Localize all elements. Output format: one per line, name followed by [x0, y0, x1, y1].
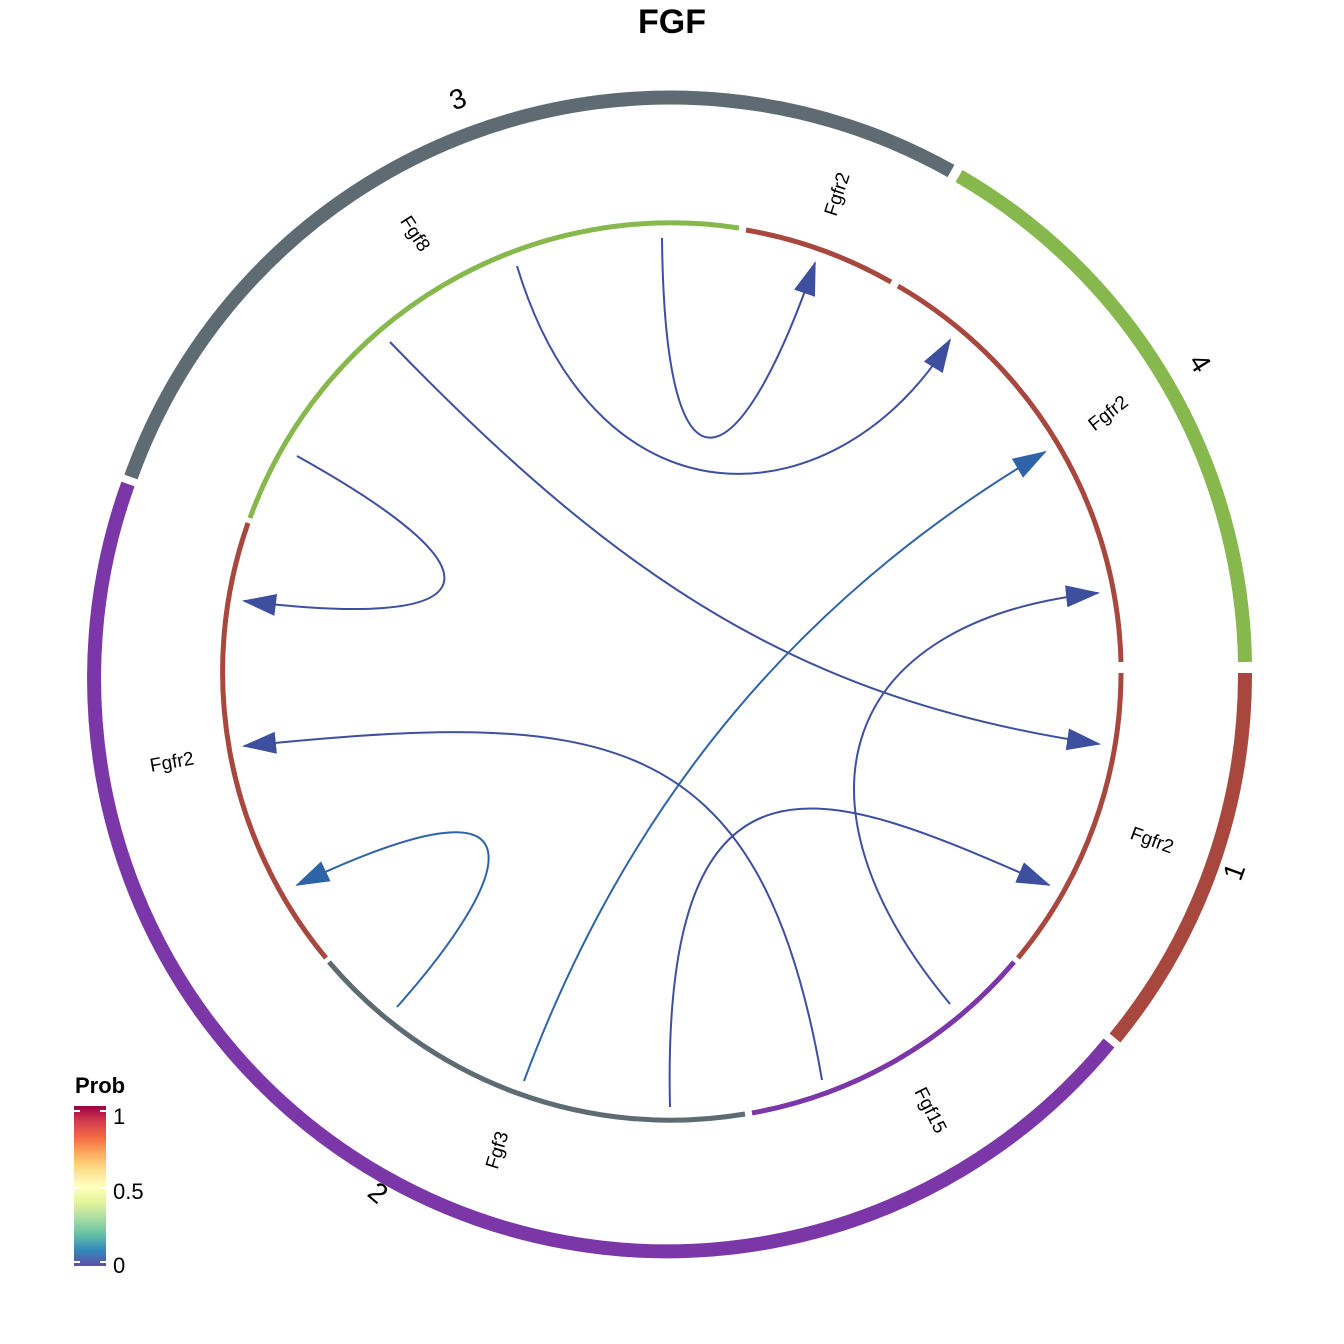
legend-colorbar — [74, 1106, 106, 1266]
gene-label-fgfr2-1: Fgfr2 — [1127, 823, 1176, 858]
link-fgf3-to-fgfr2-2 — [295, 831, 490, 1008]
gene-arc-fgfr2-1 — [1016, 672, 1124, 960]
gene-arc-fgfr2-3 — [745, 227, 893, 285]
link-fgf3-to-fgfr2-4 — [523, 450, 1047, 1082]
gene-label-fgfr2-3: Fgfr2 — [821, 170, 855, 219]
chart-title: FGF — [638, 3, 706, 41]
gene-arc-fgf15-2 — [751, 960, 1016, 1116]
inner-gene-ring — [220, 220, 1124, 1123]
gene-arc-fgf3-2 — [327, 960, 746, 1123]
chord-links — [242, 237, 1101, 1108]
cluster-label-1: 1 — [1217, 859, 1251, 884]
gene-label-fgfr2-4: Fgfr2 — [1085, 392, 1133, 436]
prob-legend: Prob 1 0.5 0 — [74, 1073, 144, 1278]
gene-label-fgf3: Fgf3 — [482, 1129, 513, 1172]
legend-tick-0: 0 — [113, 1253, 125, 1278]
link-fgf15-to-fgfr2-1 — [853, 585, 1100, 1005]
gene-label-fgf15: Fgf15 — [910, 1084, 951, 1137]
cluster-label-3: 3 — [445, 82, 470, 116]
gene-label-fgfr2-2: Fgfr2 — [148, 748, 195, 776]
legend-tick-1: 1 — [113, 1104, 125, 1129]
cluster-label-2: 2 — [362, 1176, 394, 1210]
link-fgf3-to-fgfr2-1 — [668, 807, 1051, 1108]
cluster-arc-1 — [1109, 672, 1253, 1043]
link-fgf15-to-fgfr2-2 — [242, 731, 823, 1081]
outer-cluster-ring — [87, 90, 1253, 1259]
gene-label-fgf8: Fgf8 — [395, 212, 433, 255]
gene-arc-fgfr2-4 — [896, 283, 1124, 663]
link-fgf8-to-fgfr2-2 — [242, 455, 446, 616]
link-fgf8-to-fgfr2-1 — [389, 341, 1101, 751]
cluster-arc-2 — [87, 481, 1115, 1259]
gene-arc-fgfr2-2 — [220, 522, 328, 960]
cluster-label-4: 4 — [1183, 348, 1218, 378]
link-fgf8-to-fgfr2-3 — [661, 237, 816, 439]
legend-title: Prob — [75, 1073, 125, 1098]
link-fgf8-to-fgfr2-4 — [516, 265, 952, 475]
cluster-arc-4 — [955, 169, 1252, 663]
cluster-arc-3 — [124, 90, 955, 480]
legend-tick-0-5: 0.5 — [113, 1179, 144, 1204]
gene-arc-fgf8-3 — [247, 220, 740, 519]
